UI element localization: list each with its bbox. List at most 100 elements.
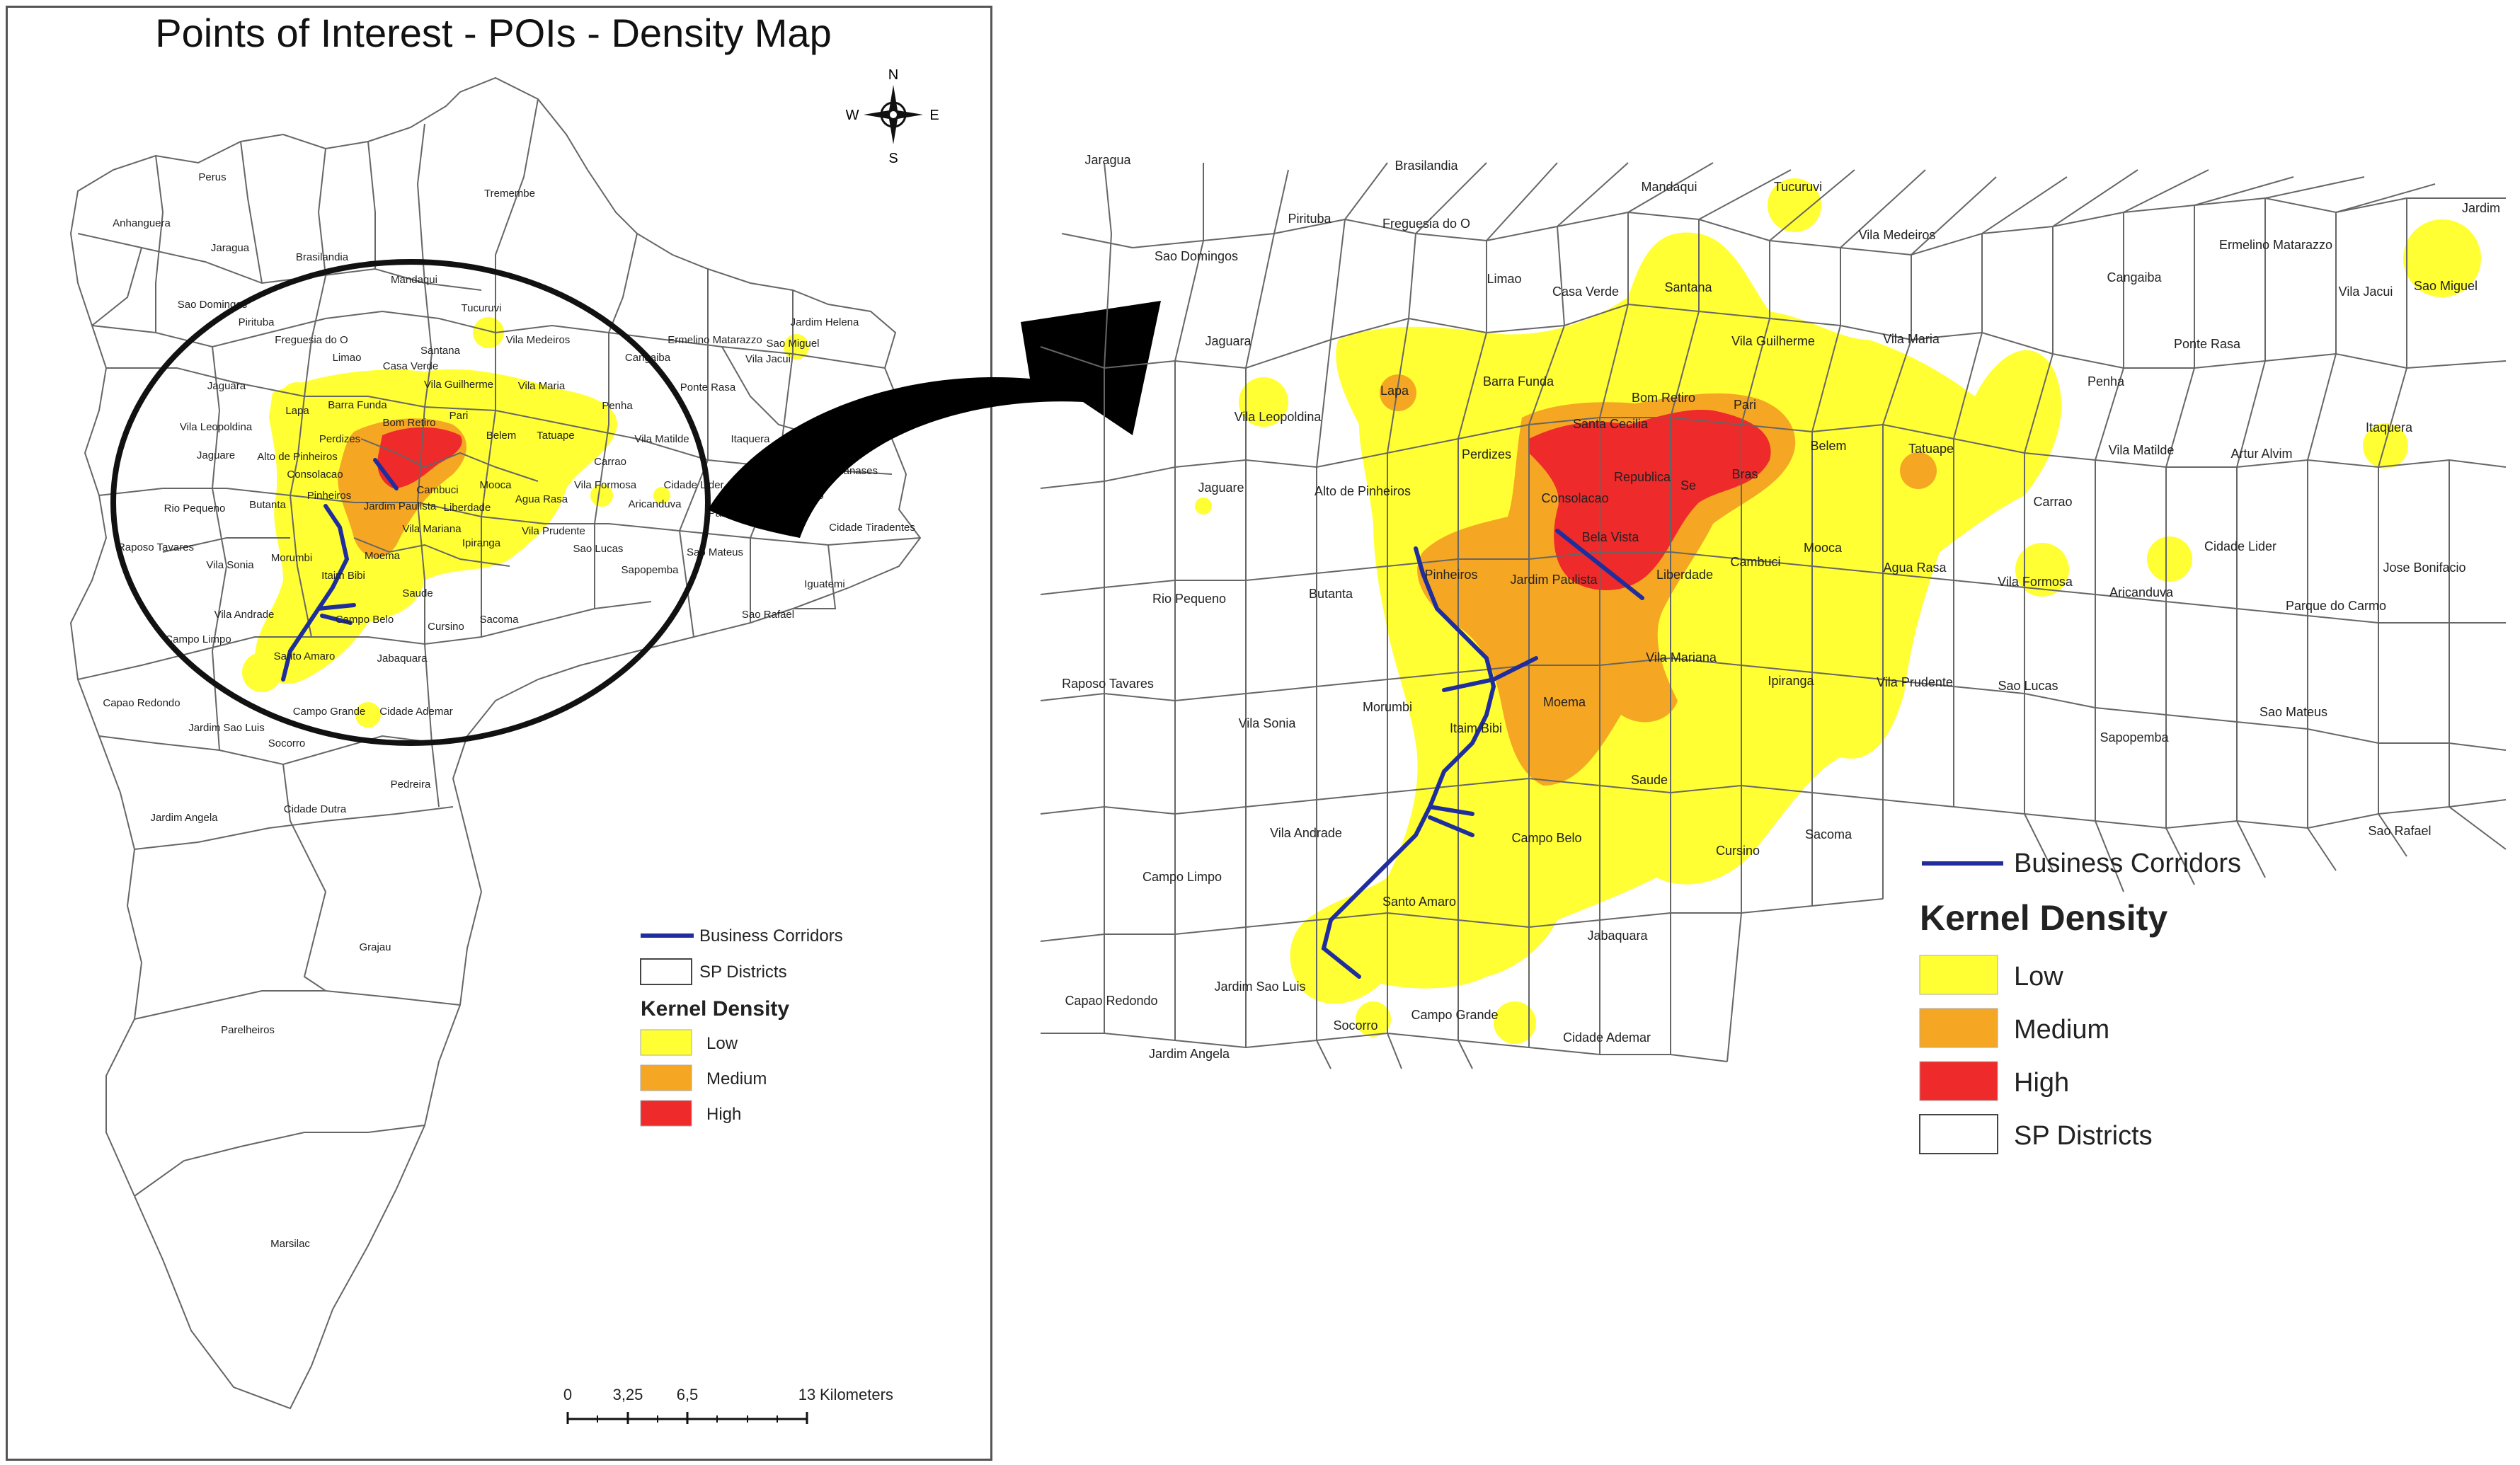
district-label: Vila Leopoldina	[1235, 410, 1322, 424]
district-line	[1811, 169, 1926, 906]
district-line	[1457, 162, 1558, 1069]
district-label: Vila Andrade	[1270, 826, 1342, 840]
district-line	[1104, 162, 1113, 1033]
district-label: Sao Domingos	[1155, 249, 1238, 263]
district-label: Marsilac	[270, 1238, 310, 1250]
business-corridor-line	[1442, 656, 1538, 692]
district-label: Belem	[486, 430, 517, 442]
scale-label: 6,5	[677, 1386, 699, 1403]
district-label: Cambuci	[1730, 555, 1780, 569]
zoom-density-low	[2403, 219, 2481, 297]
district-label: Sao Rafael	[742, 609, 794, 621]
city-outline	[69, 76, 922, 1410]
district-label: Raposo Tavares	[118, 541, 194, 553]
district-label: Vila Formosa	[1998, 575, 2073, 589]
district-label: Itaquera	[2366, 420, 2413, 435]
district-line	[289, 148, 327, 638]
district-label: Jabaquara	[377, 653, 428, 665]
district-line	[91, 310, 886, 369]
district-label: Cidade Ademar	[1563, 1030, 1651, 1045]
district-label: Jardim Sao Luis	[1214, 979, 1305, 994]
district-label: Santana	[1664, 280, 1712, 294]
zoom-density-low	[2363, 423, 2408, 469]
district-label: Ermelino Matarazzo	[2219, 238, 2332, 252]
legend-low-label: Low	[706, 1034, 738, 1053]
zoom-density-low	[1239, 377, 1288, 427]
district-label: Sao Mateus	[687, 546, 743, 558]
district-label: Vila Matilde	[2109, 443, 2175, 457]
zoom-density-medium	[1504, 548, 1568, 612]
district-line	[2378, 197, 2506, 857]
zoom-density-high	[1529, 410, 1771, 590]
district-label: Republica	[1614, 470, 1671, 484]
district-label: Liberdade	[444, 502, 491, 514]
district-label: Artur Alvim	[2230, 447, 2292, 461]
district-label: Vila Prudente	[522, 525, 585, 537]
scale-label: 13	[798, 1386, 815, 1403]
legend-heading: Kernel Density	[641, 997, 789, 1021]
district-line	[106, 367, 893, 475]
district-label: Sao Miguel	[766, 338, 819, 350]
overview-density-layer	[242, 317, 809, 728]
district-label: Vila Mariana	[1646, 650, 1717, 665]
legend-high-swatch	[640, 1100, 692, 1127]
district-label: Jaguare	[197, 449, 235, 461]
district-label: Vila Sonia	[206, 559, 254, 571]
legend-high-label: High	[706, 1105, 741, 1124]
district-label: Jaguara	[1205, 334, 1252, 348]
district-label: Alto de Pinheiros	[1315, 484, 1411, 498]
district-label: Jabaquara	[1587, 929, 1648, 943]
district-label: Butanta	[1309, 587, 1353, 601]
legend-medium-label: Medium	[706, 1069, 767, 1088]
zoom-density-low	[1290, 232, 2062, 1004]
district-line	[134, 806, 454, 850]
district-label: Jardim	[2462, 201, 2500, 215]
district-line	[416, 123, 440, 808]
district-label: Santana	[420, 345, 461, 357]
district-label: Cidade Dutra	[284, 803, 347, 815]
district-label: Vila Sonia	[1239, 716, 1297, 730]
zoom-density-low	[1768, 178, 1821, 232]
district-label: Vila Leopoldina	[180, 421, 253, 433]
district-line	[481, 98, 539, 637]
district-label: Jaguara	[207, 380, 246, 392]
compass-center	[888, 110, 898, 120]
district-label: Saude	[1631, 773, 1668, 787]
zoom-business-corridors	[1321, 529, 1644, 979]
district-label: Saude	[402, 587, 433, 599]
district-label: Se	[1680, 478, 1696, 493]
district-label: Cambuci	[416, 484, 458, 496]
district-label: Sapopemba	[622, 564, 680, 576]
zoom-density-low	[1356, 1001, 1391, 1037]
district-label: Belem	[1810, 439, 1846, 453]
district-label: Itaim Bibi	[1450, 721, 1502, 735]
overview-business-corridors	[281, 458, 399, 682]
district-line	[1528, 162, 1629, 1047]
district-label: Mooca	[479, 479, 512, 491]
zoom-district-boundaries	[1040, 162, 2507, 1069]
district-label: Limao	[333, 352, 362, 364]
overview-density-low	[653, 487, 670, 504]
district-label: Jardim Sao Luis	[188, 722, 265, 734]
district-label: Tremembe	[484, 188, 535, 200]
overview-density-low	[590, 484, 613, 507]
district-label: Sao Mateus	[2260, 705, 2327, 719]
district-label: Pari	[1734, 398, 1756, 412]
compass-rose: N S E W	[846, 67, 939, 166]
district-label: Ipiranga	[1768, 674, 1814, 688]
district-label: Cidade Lider	[2204, 539, 2276, 553]
district-label: Jardim Paulista	[364, 500, 437, 512]
district-label: Sapopemba	[2100, 730, 2169, 745]
scale-bar: 0 3,25 6,5 13 Kilometers	[563, 1386, 893, 1424]
district-label: Ipiranga	[462, 537, 501, 549]
district-line	[2165, 176, 2294, 885]
district-label: Campo Limpo	[165, 633, 231, 645]
district-label: Jardim Paulista	[1510, 573, 1598, 587]
district-line	[1040, 417, 2507, 489]
overview-density-low	[355, 702, 381, 728]
zoom-density-medium	[1380, 374, 1416, 411]
district-label: Vila Matilde	[634, 433, 689, 445]
district-label: Vila Maria	[1883, 332, 1940, 346]
district-label: Cidade Lider	[663, 479, 723, 491]
